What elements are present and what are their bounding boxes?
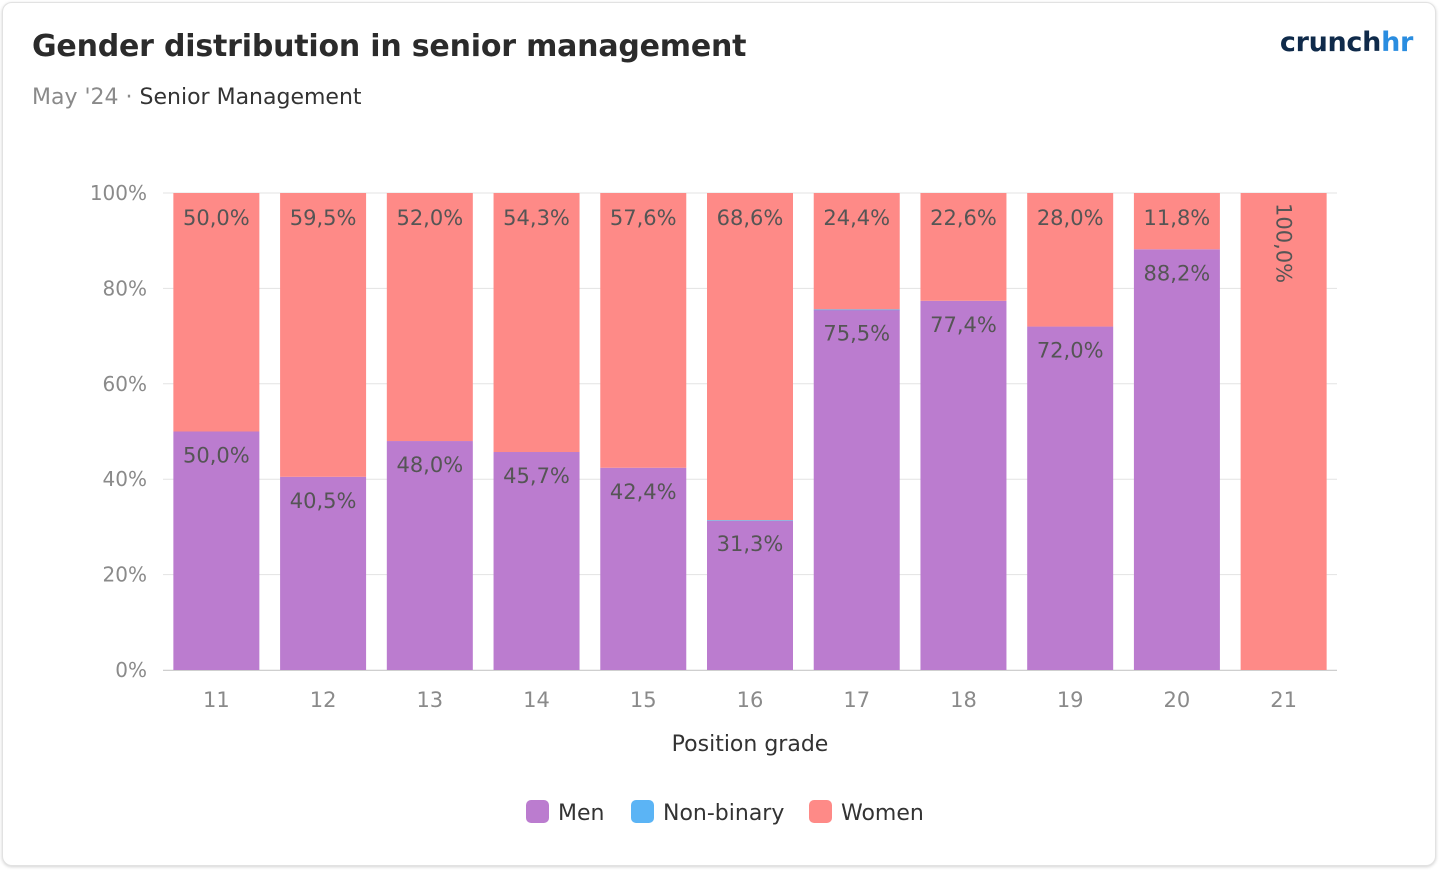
- x-tick-label: 19: [1057, 688, 1084, 712]
- data-label-women-15: 57,6%: [610, 206, 677, 230]
- bar-women-17: [813, 193, 900, 310]
- bar-non-binary-17: [813, 309, 900, 311]
- chart-title: Gender distribution in senior management: [32, 29, 747, 64]
- bar-women-16: [707, 193, 793, 521]
- data-label-women-11: 50,0%: [183, 206, 250, 230]
- bar-men-15: [600, 467, 687, 670]
- x-tick-label: 15: [630, 688, 657, 712]
- x-tick-label: 13: [416, 688, 443, 712]
- data-label-men-12: 40,5%: [290, 489, 357, 513]
- data-label-women-16: 68,6%: [717, 206, 784, 230]
- bar-women-20: [1133, 193, 1220, 250]
- bar-men-13: [386, 441, 473, 670]
- subtitle-separator: ·: [125, 85, 133, 110]
- data-label-women-13: 52,0%: [396, 206, 463, 230]
- bar-women-21: [1240, 193, 1327, 670]
- bar-women-12: [280, 193, 367, 477]
- data-label-men-19: 72,0%: [1037, 339, 1104, 363]
- data-label-women-19: 28,0%: [1037, 206, 1104, 230]
- y-tick-label: 100%: [90, 181, 147, 205]
- x-tick-label: 18: [950, 688, 977, 712]
- data-label-men-20: 88,2%: [1144, 261, 1211, 285]
- data-label-women-12: 59,5%: [290, 206, 357, 230]
- x-tick-label: 12: [310, 688, 337, 712]
- bar-women-18: [920, 193, 1007, 301]
- legend-label-men: Men: [558, 801, 604, 826]
- bar-women-11: [173, 193, 260, 432]
- data-label-men-16: 31,3%: [717, 532, 784, 556]
- data-label-men-17: 75,5%: [823, 321, 890, 345]
- bar-men-11: [173, 431, 260, 670]
- x-tick-label: 11: [203, 688, 230, 712]
- bar-women-15: [600, 193, 687, 468]
- y-tick-label: 80%: [103, 276, 147, 300]
- data-label-women-18: 22,6%: [930, 206, 997, 230]
- bar-men-17: [813, 309, 900, 670]
- data-label-men-11: 50,0%: [183, 444, 250, 468]
- bar-women-14: [493, 193, 580, 453]
- legend-label-non-binary: Non-binary: [663, 801, 784, 826]
- data-label-men-13: 48,0%: [396, 453, 463, 477]
- logo-part-1: crunch: [1279, 27, 1382, 58]
- x-tick-label: 17: [843, 688, 870, 712]
- data-label-women-17: 24,4%: [823, 206, 890, 230]
- bar-non-binary-16: [707, 520, 793, 522]
- data-label-women-14: 54,3%: [503, 206, 570, 230]
- x-tick-label: 21: [1270, 688, 1297, 712]
- legend-swatch-non-binary: [631, 800, 654, 823]
- bar-men-20: [1133, 249, 1220, 670]
- legend-swatch-women: [809, 800, 832, 823]
- crunchhr-logo: crunchhr: [1280, 27, 1413, 58]
- legend-label-women: Women: [841, 801, 924, 826]
- y-tick-label: 0%: [115, 658, 147, 682]
- logo-part-2: hr: [1381, 27, 1413, 58]
- bar-men-12: [280, 476, 367, 670]
- y-tick-label: 60%: [103, 372, 147, 396]
- data-label-men-14: 45,7%: [503, 464, 570, 488]
- subtitle-date: May '24: [32, 85, 119, 110]
- x-axis-title: Position grade: [672, 732, 829, 757]
- x-tick-label: 20: [1164, 688, 1191, 712]
- chart-subtitle: May '24 · Senior Management: [32, 85, 362, 110]
- bar-men-18: [920, 300, 1007, 670]
- bar-women-13: [386, 193, 473, 442]
- bar-men-14: [493, 452, 580, 670]
- data-label-women-21: 100,0%: [1272, 203, 1296, 283]
- subtitle-scope: Senior Management: [139, 85, 362, 110]
- data-label-women-20: 11,8%: [1144, 206, 1211, 230]
- y-tick-label: 20%: [103, 563, 147, 587]
- bar-women-19: [1027, 193, 1114, 327]
- y-tick-label: 40%: [103, 467, 147, 491]
- bar-men-16: [707, 520, 793, 670]
- x-tick-label: 16: [737, 688, 764, 712]
- legend-swatch-men: [526, 800, 549, 823]
- data-label-men-15: 42,4%: [610, 480, 677, 504]
- data-label-men-18: 77,4%: [930, 313, 997, 337]
- bar-men-19: [1027, 326, 1114, 670]
- x-tick-label: 14: [523, 688, 550, 712]
